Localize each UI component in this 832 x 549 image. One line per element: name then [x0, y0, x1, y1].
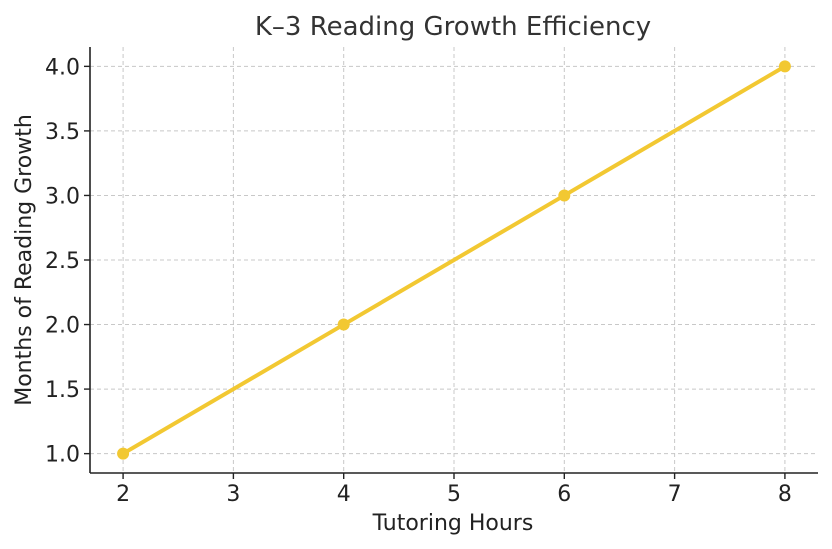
y-tick-label: 1.0 — [45, 443, 80, 468]
x-axis-label: Tutoring Hours — [372, 511, 534, 536]
data-point — [558, 189, 571, 202]
x-tick-label: 7 — [668, 482, 682, 507]
y-axis-ticks: 1.0 1.5 2.0 2.5 3.0 3.5 4.0 — [45, 55, 90, 468]
x-tick-label: 8 — [778, 482, 792, 507]
y-tick-label: 4.0 — [45, 55, 80, 80]
chart-title: K–3 Reading Growth Efficiency — [255, 12, 651, 42]
x-tick-label: 5 — [447, 482, 461, 507]
series-layer — [117, 60, 791, 460]
y-tick-label: 2.0 — [45, 314, 80, 339]
data-point — [337, 318, 350, 331]
y-tick-label: 3.0 — [45, 184, 80, 209]
y-tick-label: 3.5 — [45, 120, 80, 145]
data-point — [117, 447, 130, 460]
grid-lines — [90, 47, 818, 473]
y-tick-label: 1.5 — [45, 378, 80, 403]
x-axis-ticks: 2 3 4 5 6 7 8 — [116, 473, 792, 507]
y-tick-label: 2.5 — [45, 249, 80, 274]
x-tick-label: 2 — [116, 482, 130, 507]
x-tick-label: 3 — [226, 482, 240, 507]
data-point — [778, 60, 791, 73]
x-tick-label: 4 — [337, 482, 351, 507]
series-line — [121, 64, 787, 456]
y-axis-label: Months of Reading Growth — [12, 114, 37, 406]
x-tick-label: 6 — [557, 482, 571, 507]
